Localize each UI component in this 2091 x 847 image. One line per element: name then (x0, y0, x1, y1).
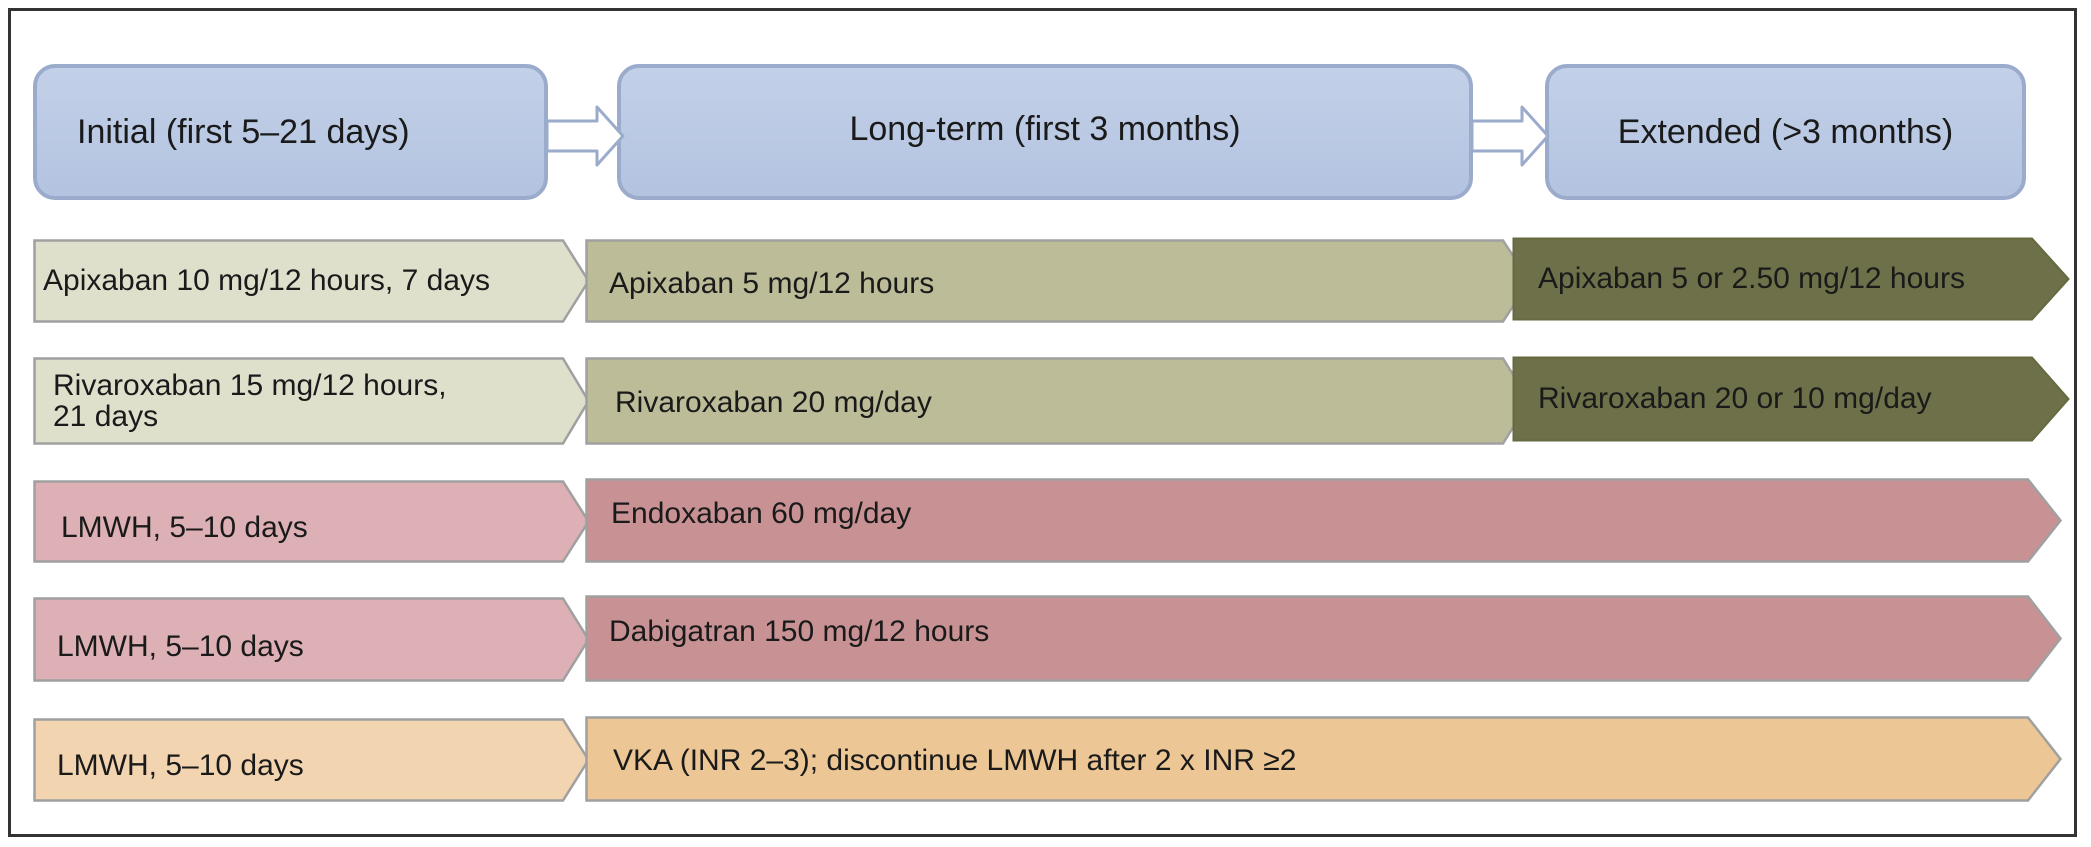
lmwh-initial-label: LMWH, 5–10 days (57, 749, 304, 783)
phase-extended-box: Extended (>3 months) (1545, 64, 2026, 200)
phase-long-term-box: Long-term (first 3 months) (617, 64, 1473, 200)
lmwh-initial-arrow-dabigatran: LMWH, 5–10 days (33, 597, 590, 682)
lmwh-initial-label: LMWH, 5–10 days (57, 629, 304, 663)
apixaban-extended-arrow: Apixaban 5 or 2.50 mg/12 hours (1512, 237, 2070, 321)
phase-extended-label: Extended (>3 months) (1617, 112, 1954, 151)
apixaban-initial-label: Apixaban 10 mg/12 hours, 7 days (43, 264, 490, 298)
lmwh-initial-arrow-vka: LMWH, 5–10 days (33, 718, 590, 802)
apixaban-initial-arrow: Apixaban 10 mg/12 hours, 7 days (33, 239, 590, 323)
phase-long-term-label: Long-term (first 3 months) (849, 109, 1241, 148)
rivaroxaban-extended-arrow: Rivaroxaban 20 or 10 mg/day (1512, 356, 2070, 442)
lmwh-initial-label: LMWH, 5–10 days (61, 510, 308, 544)
phase-initial-label: Initial (first 5–21 days) (77, 112, 410, 151)
dabigatran-arrow: Dabigatran 150 mg/12 hours (585, 595, 2063, 682)
lmwh-initial-arrow-endoxaban: LMWH, 5–10 days (33, 480, 590, 563)
diagram-frame (8, 8, 2077, 837)
vka-arrow: VKA (INR 2–3); discontinue LMWH after 2 … (585, 716, 2063, 802)
endoxaban-arrow: Endoxaban 60 mg/day (585, 478, 2063, 563)
phase-connector-arrow-icon (1470, 105, 1550, 167)
apixaban-extended-label: Apixaban 5 or 2.50 mg/12 hours (1538, 262, 1965, 296)
rivaroxaban-long-term-arrow: Rivaroxaban 20 mg/day (585, 357, 1531, 445)
vka-label: VKA (INR 2–3); discontinue LMWH after 2 … (613, 744, 1297, 778)
rivaroxaban-initial-label-line2: 21 days (53, 400, 159, 433)
phase-initial-box: Initial (first 5–21 days) (33, 64, 548, 200)
rivaroxaban-initial-arrow: Rivaroxaban 15 mg/12 hours, 21 days (33, 357, 590, 445)
dabigatran-label: Dabigatran 150 mg/12 hours (609, 614, 990, 648)
phase-connector-arrow-icon (545, 105, 625, 167)
rivaroxaban-extended-label: Rivaroxaban 20 or 10 mg/day (1538, 382, 1932, 416)
apixaban-long-term-arrow: Apixaban 5 mg/12 hours (585, 239, 1531, 323)
rivaroxaban-long-term-label: Rivaroxaban 20 mg/day (615, 386, 932, 420)
apixaban-long-term-label: Apixaban 5 mg/12 hours (609, 267, 935, 301)
endoxaban-label: Endoxaban 60 mg/day (611, 496, 912, 530)
rivaroxaban-initial-label-line1: Rivaroxaban 15 mg/12 hours, (53, 368, 447, 402)
